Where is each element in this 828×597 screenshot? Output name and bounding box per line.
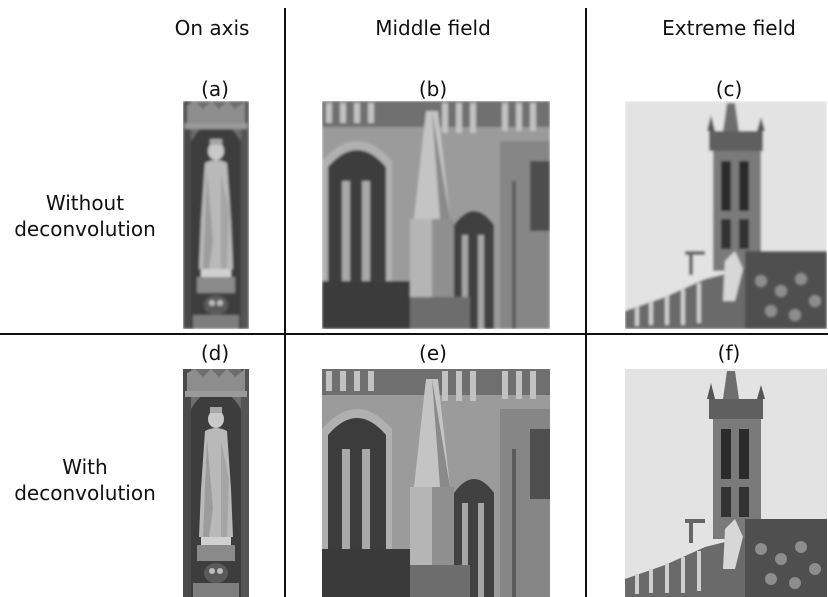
panel-a-statue-photo: [183, 101, 249, 329]
divider-vertical-2: [585, 8, 587, 597]
panel-label-a: (a): [201, 77, 229, 101]
panel-label-b: (b): [418, 77, 448, 101]
column-header-middle-field: Middle field: [375, 16, 491, 40]
row-label-without-deconvolution: Without deconvolution: [0, 190, 170, 242]
row-label-line1: With: [62, 455, 108, 479]
panel-c-tower-photo: [625, 101, 827, 329]
row-label-line2: deconvolution: [14, 481, 156, 505]
panel-label-c: (c): [715, 77, 743, 101]
panel-f-tower-photo: [625, 369, 827, 597]
panel-e-facade-photo: [322, 369, 550, 597]
panel-d-statue-photo: [183, 369, 249, 597]
panel-label-f: (f): [717, 341, 741, 365]
column-header-extreme-field: Extreme field: [662, 16, 796, 40]
column-header-on-axis: On axis: [174, 16, 250, 40]
panel-b-facade-photo: [322, 101, 550, 329]
divider-horizontal: [0, 333, 828, 335]
panel-label-d: (d): [200, 341, 230, 365]
row-label-with-deconvolution: With deconvolution: [0, 454, 170, 506]
divider-vertical-1: [284, 8, 286, 597]
row-label-line2: deconvolution: [14, 217, 156, 241]
panel-label-e: (e): [419, 341, 447, 365]
row-label-line1: Without: [45, 191, 125, 215]
